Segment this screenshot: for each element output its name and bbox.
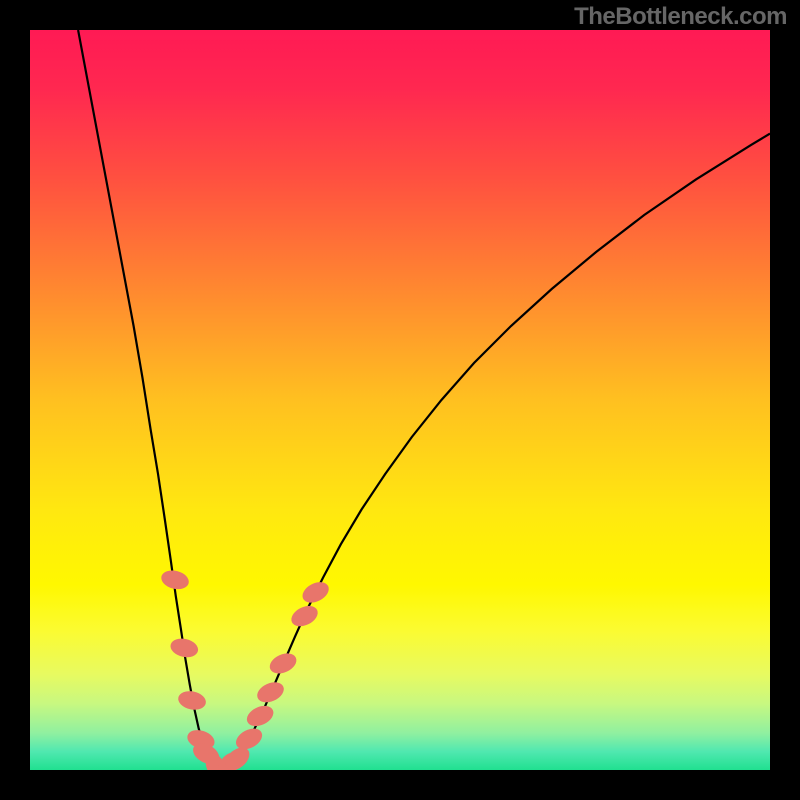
gradient-background bbox=[30, 30, 770, 770]
bottleneck-chart bbox=[0, 0, 800, 800]
chart-container: TheBottleneck.com bbox=[0, 0, 800, 800]
